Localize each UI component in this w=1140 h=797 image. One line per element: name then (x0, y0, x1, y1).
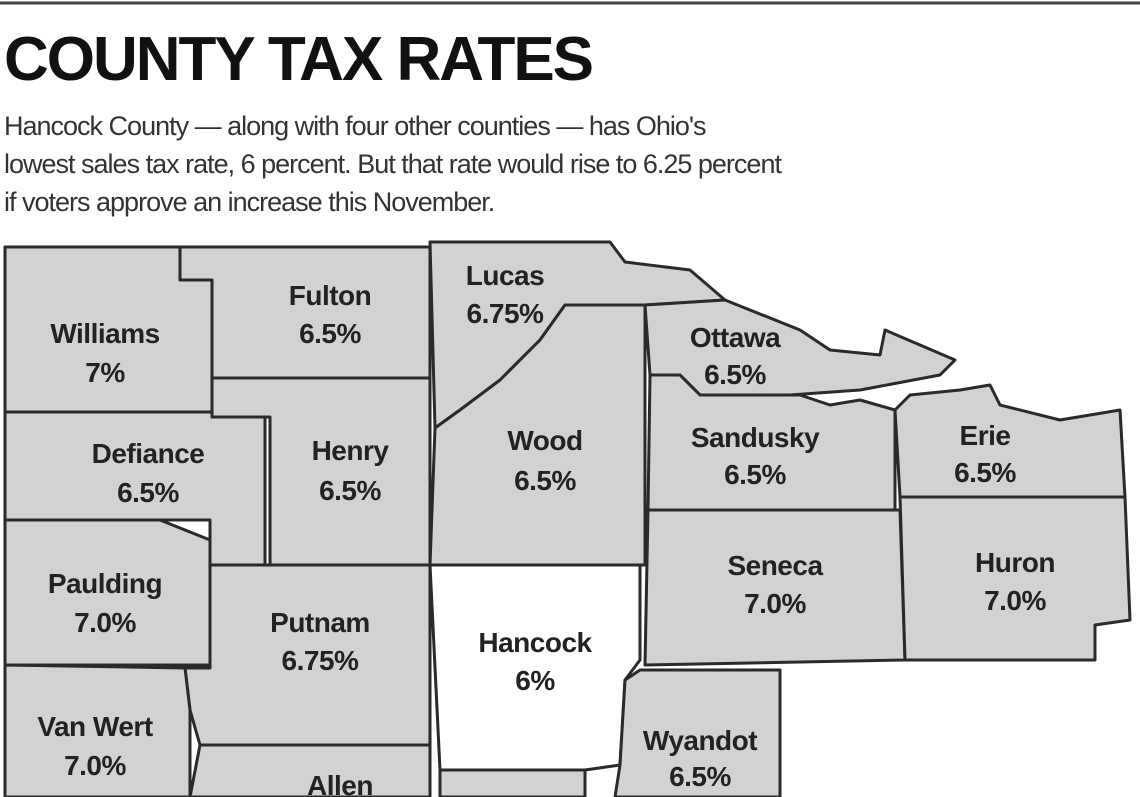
county-rate: 6.75% (282, 645, 359, 676)
county-name: Hancock (478, 627, 592, 658)
county-rate: 6.5% (724, 459, 786, 490)
county-shape (613, 668, 782, 797)
county-rate: 6.5% (954, 457, 1016, 488)
county-rate: 7.0% (984, 585, 1046, 616)
labels: Williams 7% Fulton 6.5% Lucas 6.75% Otta… (37, 260, 1055, 797)
county-rate: 7.0% (64, 750, 126, 781)
county-name: Huron (975, 547, 1055, 578)
county-name: Ottawa (690, 322, 781, 353)
county-name: Putnam (270, 607, 370, 638)
county-rate: 6.5% (669, 761, 731, 792)
county-shape (898, 495, 1132, 662)
county-rate: 7.0% (744, 588, 806, 619)
title: COUNTY TAX RATES (4, 25, 592, 94)
county-name: Fulton (289, 280, 372, 311)
description-line: if voters approve an increase this Novem… (4, 187, 494, 217)
county-name: Lucas (466, 260, 544, 291)
county-shape (178, 245, 432, 380)
county-shape (3, 663, 192, 797)
county-rate: 6.5% (299, 318, 361, 349)
county-name: Erie (960, 420, 1011, 451)
county-rate: 7% (85, 357, 125, 388)
county-name: Williams (50, 318, 159, 349)
county-name: Allen (307, 770, 373, 797)
county-name: Sandusky (691, 422, 820, 453)
description-line: lowest sales tax rate, 6 percent. But th… (4, 149, 782, 179)
map (3, 240, 1132, 797)
county-rate: 6.5% (704, 359, 766, 390)
county-rate: 6.5% (319, 475, 381, 506)
county-shape (188, 743, 432, 797)
county-name: Paulding (48, 568, 162, 599)
county-name: Defiance (92, 438, 205, 469)
county-name: Wood (507, 425, 582, 456)
county-rate: 6.5% (514, 465, 576, 496)
county-name: Wyandot (643, 725, 757, 756)
county-rate: 6% (515, 665, 555, 696)
description-line: Hancock County — along with four other c… (4, 111, 706, 141)
county-rate: 6.5% (117, 477, 179, 508)
county-rate: 7.0% (74, 607, 136, 638)
county-shape (438, 768, 587, 797)
county-name: Henry (312, 435, 390, 466)
county-name: Seneca (727, 550, 823, 581)
county-rate: 6.75% (467, 298, 544, 329)
county-name: Van Wert (37, 711, 152, 742)
